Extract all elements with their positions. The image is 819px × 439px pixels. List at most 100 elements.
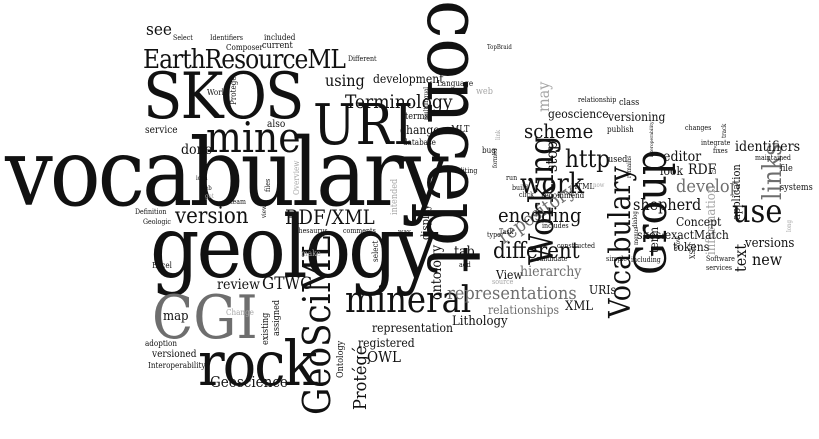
word-relationship: relationship	[578, 96, 617, 104]
word-different-2: Different	[348, 55, 377, 63]
word-idea: idea	[196, 175, 208, 182]
word-run: run	[506, 174, 518, 182]
word-vocabulary: vocabulary	[5, 119, 449, 228]
word-gtwg: GTWG	[262, 274, 313, 294]
word-way: way	[398, 228, 411, 236]
word-geology: geology	[150, 198, 438, 298]
word-identifiers: identifiers	[735, 139, 801, 155]
word-stop: stop	[542, 140, 561, 172]
word-ontology: ontology	[429, 244, 445, 300]
word-maintained: maintained	[755, 154, 791, 162]
word-registered: registered	[358, 336, 415, 350]
word-web: web	[476, 87, 493, 97]
word-publish: publish	[607, 125, 634, 134]
word-version: version	[175, 204, 249, 229]
word-includes: includes	[542, 222, 569, 230]
word-scheme: scheme	[524, 119, 594, 143]
word-formed: formed	[492, 148, 499, 168]
word-make: make	[301, 249, 321, 258]
word-relationships: relationships	[488, 303, 560, 317]
word-representations: representations	[447, 283, 577, 304]
word-service: service	[145, 125, 178, 136]
word-bug: bug	[482, 146, 496, 155]
word-work-2: Work	[207, 88, 226, 97]
word-concept-2: Concept	[676, 215, 722, 229]
word-view-2: view	[261, 205, 268, 218]
word-mlt: MLT	[451, 125, 470, 135]
word-rdfxml: RDF/XML	[285, 205, 375, 229]
word-geosciml: GeoSciML	[295, 235, 339, 415]
word-hierarchy: hierarchy	[520, 264, 582, 280]
word-change: change	[400, 123, 440, 137]
word-database: database	[403, 138, 436, 147]
word-tab: tab	[454, 244, 475, 260]
word-protege-2: Protege	[229, 76, 238, 105]
word-application: application	[730, 164, 743, 220]
word-html: HTML	[571, 182, 595, 191]
word-ontology-2: Ontology	[336, 340, 346, 378]
word-select: Select	[173, 34, 193, 42]
word-constructed: constructed	[557, 242, 596, 250]
word-terminology: Terminology	[345, 91, 453, 113]
word-cgi: CGI	[152, 283, 258, 353]
word-look: look	[660, 164, 683, 178]
word-changes: changes	[685, 124, 712, 132]
word-view: View	[496, 268, 523, 282]
word-fixes: fixes	[713, 147, 728, 155]
word-xslt: XSLT	[689, 242, 697, 259]
word-add: add	[459, 261, 471, 269]
word-rdf: RDF	[688, 162, 717, 178]
word-dialog: dialog	[632, 211, 639, 228]
word-comments: comments	[343, 227, 376, 235]
word-done: done	[181, 142, 213, 158]
word-work: work	[520, 167, 585, 200]
word-intended: intended	[390, 178, 400, 215]
word-composer: Composer	[226, 43, 263, 52]
word-recommend: recommend	[541, 191, 585, 200]
word-definition: Definition	[135, 208, 167, 216]
word-versioned: versioned	[152, 349, 197, 360]
word-used: used	[608, 155, 628, 165]
word-select-2: select	[371, 240, 380, 262]
word-adoption: adoption	[145, 339, 177, 348]
word-tokens: tokens	[673, 240, 710, 254]
word-versioning: versioning	[608, 110, 666, 124]
word-existing: existing	[261, 312, 271, 345]
word-services: services	[706, 264, 733, 272]
word-identifiers-2: Identifiers	[210, 34, 244, 42]
word-display: display	[419, 204, 432, 240]
word-click: click	[519, 191, 534, 199]
word-owl: OWL	[367, 348, 401, 366]
word-representation: representation	[372, 321, 453, 335]
word-now-2: Now	[675, 236, 682, 249]
word-software: Software	[706, 255, 735, 263]
word-integrate: integrate	[701, 139, 731, 147]
word-mineral: mineral	[345, 280, 472, 321]
word-uris: URIs	[589, 283, 617, 297]
word-language: Language	[437, 79, 474, 88]
word-skos: SKOS	[143, 60, 304, 134]
word-type: type	[487, 231, 501, 239]
word-map: map	[163, 309, 189, 324]
word-v3: v3	[710, 169, 717, 176]
word-interoperability: Interoperability	[148, 361, 206, 370]
word-text: text	[731, 243, 750, 272]
word-assigned: assigned	[272, 299, 282, 336]
word-mine: mine	[206, 113, 301, 162]
word-xml: XML	[565, 299, 594, 314]
word-menus: menus	[633, 226, 640, 245]
word-team: team	[230, 198, 246, 206]
word-geoscience: Geoscience	[210, 373, 288, 391]
word-systems: systems	[780, 183, 813, 193]
word-uri: URI	[313, 93, 414, 158]
word-see: see	[146, 20, 172, 40]
word-now: now	[593, 182, 605, 189]
word-included: included	[264, 33, 296, 42]
word-web-2: Web	[200, 185, 212, 192]
word-track: track	[721, 123, 728, 138]
word-earthresourceml: EarthResourceML	[143, 45, 346, 75]
word-terms: terms	[405, 112, 429, 122]
word-including: including	[631, 256, 661, 264]
word-lithology: Lithology	[452, 314, 508, 329]
word-geologic: Geologic	[143, 218, 171, 226]
